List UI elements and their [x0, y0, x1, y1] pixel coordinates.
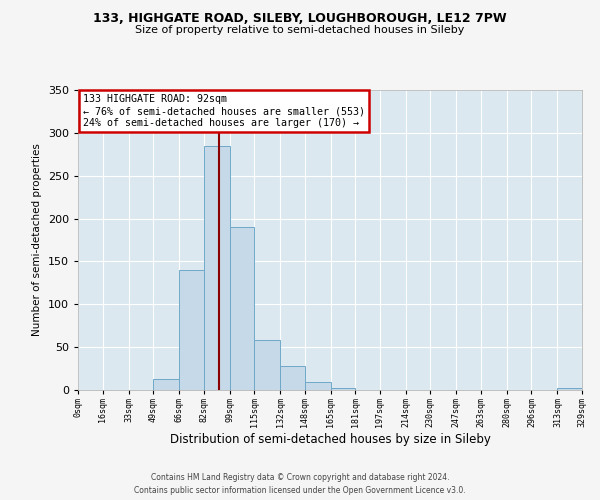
Y-axis label: Number of semi-detached properties: Number of semi-detached properties	[32, 144, 42, 336]
Bar	[331, 388, 355, 390]
Text: Size of property relative to semi-detached houses in Sileby: Size of property relative to semi-detach…	[136, 25, 464, 35]
Bar	[153, 379, 179, 390]
Bar	[280, 366, 305, 390]
X-axis label: Distribution of semi-detached houses by size in Sileby: Distribution of semi-detached houses by …	[170, 432, 490, 446]
Bar	[230, 227, 254, 390]
Bar	[179, 270, 203, 390]
Text: Contains HM Land Registry data © Crown copyright and database right 2024.
Contai: Contains HM Land Registry data © Crown c…	[134, 474, 466, 495]
Text: 133, HIGHGATE ROAD, SILEBY, LOUGHBOROUGH, LE12 7PW: 133, HIGHGATE ROAD, SILEBY, LOUGHBOROUGH…	[93, 12, 507, 26]
Text: 133 HIGHGATE ROAD: 92sqm
← 76% of semi-detached houses are smaller (553)
24% of : 133 HIGHGATE ROAD: 92sqm ← 76% of semi-d…	[83, 94, 365, 128]
Bar	[557, 388, 582, 390]
Bar	[203, 146, 230, 390]
Bar	[254, 340, 280, 390]
Bar	[305, 382, 331, 390]
